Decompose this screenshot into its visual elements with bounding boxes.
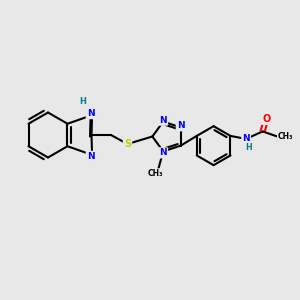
Text: N: N <box>87 109 94 118</box>
Text: N: N <box>87 152 94 161</box>
Text: CH₃: CH₃ <box>148 169 164 178</box>
Text: CH₃: CH₃ <box>278 132 293 141</box>
Text: H: H <box>245 143 252 152</box>
Text: N: N <box>159 148 167 157</box>
Text: N: N <box>159 116 167 125</box>
Text: O: O <box>262 114 270 124</box>
Text: H: H <box>80 97 86 106</box>
Text: S: S <box>124 139 131 149</box>
Text: N: N <box>177 121 184 130</box>
Text: N: N <box>242 134 250 143</box>
